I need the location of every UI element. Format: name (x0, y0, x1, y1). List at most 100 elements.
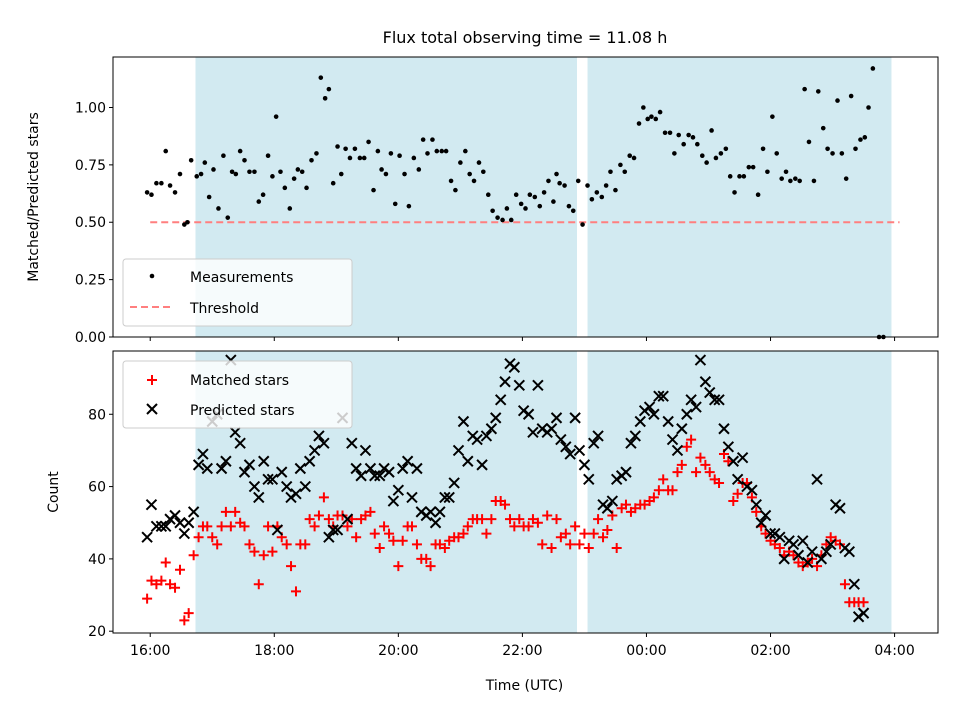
matched-point (183, 608, 194, 619)
measurement-point (335, 144, 340, 149)
measurement-point (622, 169, 628, 175)
measurement-point (330, 180, 336, 186)
matched-point (751, 506, 762, 517)
matched-point (560, 528, 571, 539)
matched-point (374, 543, 385, 554)
y-tick-label: 0.50 (75, 215, 106, 231)
measurement-point (870, 66, 876, 71)
matched-point (700, 459, 711, 470)
predicted-point (303, 455, 316, 467)
matched-point (309, 521, 320, 532)
y-tick-label: 0.00 (75, 330, 106, 346)
predicted-point (387, 495, 400, 507)
predicted-point (704, 386, 716, 399)
measurement-point (295, 167, 301, 172)
top-x-ticks (149, 337, 896, 341)
matched-point (225, 521, 236, 532)
measurement-point (270, 174, 275, 179)
measurement-point (172, 190, 178, 195)
legend-matched-label: Matched stars (190, 373, 289, 389)
measurement-point (467, 171, 472, 177)
matched-point (258, 550, 269, 561)
matched-point (565, 539, 576, 550)
measurement-point (839, 151, 845, 156)
predicted-point (708, 394, 721, 406)
bottom-predicted-points (141, 354, 870, 623)
matched-point (858, 597, 869, 608)
measurement-point (299, 169, 305, 175)
predicted-point (476, 459, 488, 471)
measurement-point (188, 157, 194, 163)
predicted-point (685, 394, 697, 406)
matched-point (388, 535, 399, 546)
measurement-point (291, 176, 297, 181)
measurement-point (699, 153, 705, 158)
predicted-point (494, 394, 507, 406)
matched-point (239, 521, 250, 532)
legend-threshold-label: Threshold (189, 301, 259, 317)
legend-measurements-marker (149, 273, 155, 279)
x-tick-label: 16:00 (130, 643, 170, 659)
measurement-point (862, 135, 868, 140)
x-tick-label: 04:00 (874, 643, 914, 659)
predicted-point (820, 545, 833, 558)
predicted-point (583, 473, 595, 486)
predicted-point (750, 498, 762, 511)
matched-point (304, 514, 315, 525)
predicted-point (169, 509, 181, 522)
bottom-matched-points (142, 434, 869, 626)
matched-point (523, 521, 534, 532)
predicted-point (323, 531, 335, 543)
measurement-point (495, 215, 500, 220)
measurement-point (608, 169, 613, 175)
bottom-x-axis-label: Time (UTC) (485, 678, 563, 694)
measurement-point (690, 135, 696, 140)
matched-point (379, 521, 390, 532)
matched-point (286, 561, 297, 572)
matched-point (611, 543, 622, 554)
x-tick-label: 22:00 (502, 643, 542, 659)
measurement-point (471, 178, 477, 184)
predicted-point (755, 517, 767, 529)
predicted-point (197, 448, 209, 460)
matched-point (142, 593, 153, 604)
matched-point (602, 524, 613, 535)
measurement-point (314, 151, 319, 156)
y-tick-label: 20 (88, 624, 106, 640)
matched-point (714, 477, 725, 488)
measurement-point (551, 199, 556, 204)
x-tick-label: 00:00 (626, 643, 666, 659)
measurement-point (746, 164, 752, 170)
matched-point (253, 579, 264, 590)
predicted-point (424, 506, 437, 518)
predicted-point (532, 379, 544, 392)
matched-point (653, 485, 664, 496)
matched-point (658, 474, 669, 485)
measurement-point (233, 171, 239, 177)
matched-point (574, 539, 585, 550)
measurement-point (256, 199, 262, 204)
matched-point (672, 467, 683, 478)
matched-point (458, 528, 469, 539)
predicted-point (480, 430, 493, 442)
bottom-axes-frame (112, 350, 939, 634)
x-tick-label: 02:00 (750, 643, 790, 659)
bottom-x-ticks: 16:00 18:00 20:00 22:00 00:00 02:00 04:00 (130, 633, 915, 659)
predicted-point (359, 444, 372, 457)
measurement-point (815, 89, 821, 94)
matched-point (281, 539, 292, 550)
predicted-point (457, 415, 470, 428)
predicted-point (694, 354, 707, 366)
measurement-point (589, 196, 595, 202)
matched-point (598, 532, 609, 543)
predicted-point (690, 401, 702, 413)
predicted-point (192, 459, 205, 471)
matched-point (774, 543, 785, 554)
matched-point (369, 528, 380, 539)
measurement-point (820, 125, 826, 131)
matched-point (421, 553, 432, 564)
measurement-point (159, 180, 164, 186)
matched-point (365, 506, 376, 517)
predicted-point (736, 451, 749, 464)
matched-point (504, 514, 515, 525)
